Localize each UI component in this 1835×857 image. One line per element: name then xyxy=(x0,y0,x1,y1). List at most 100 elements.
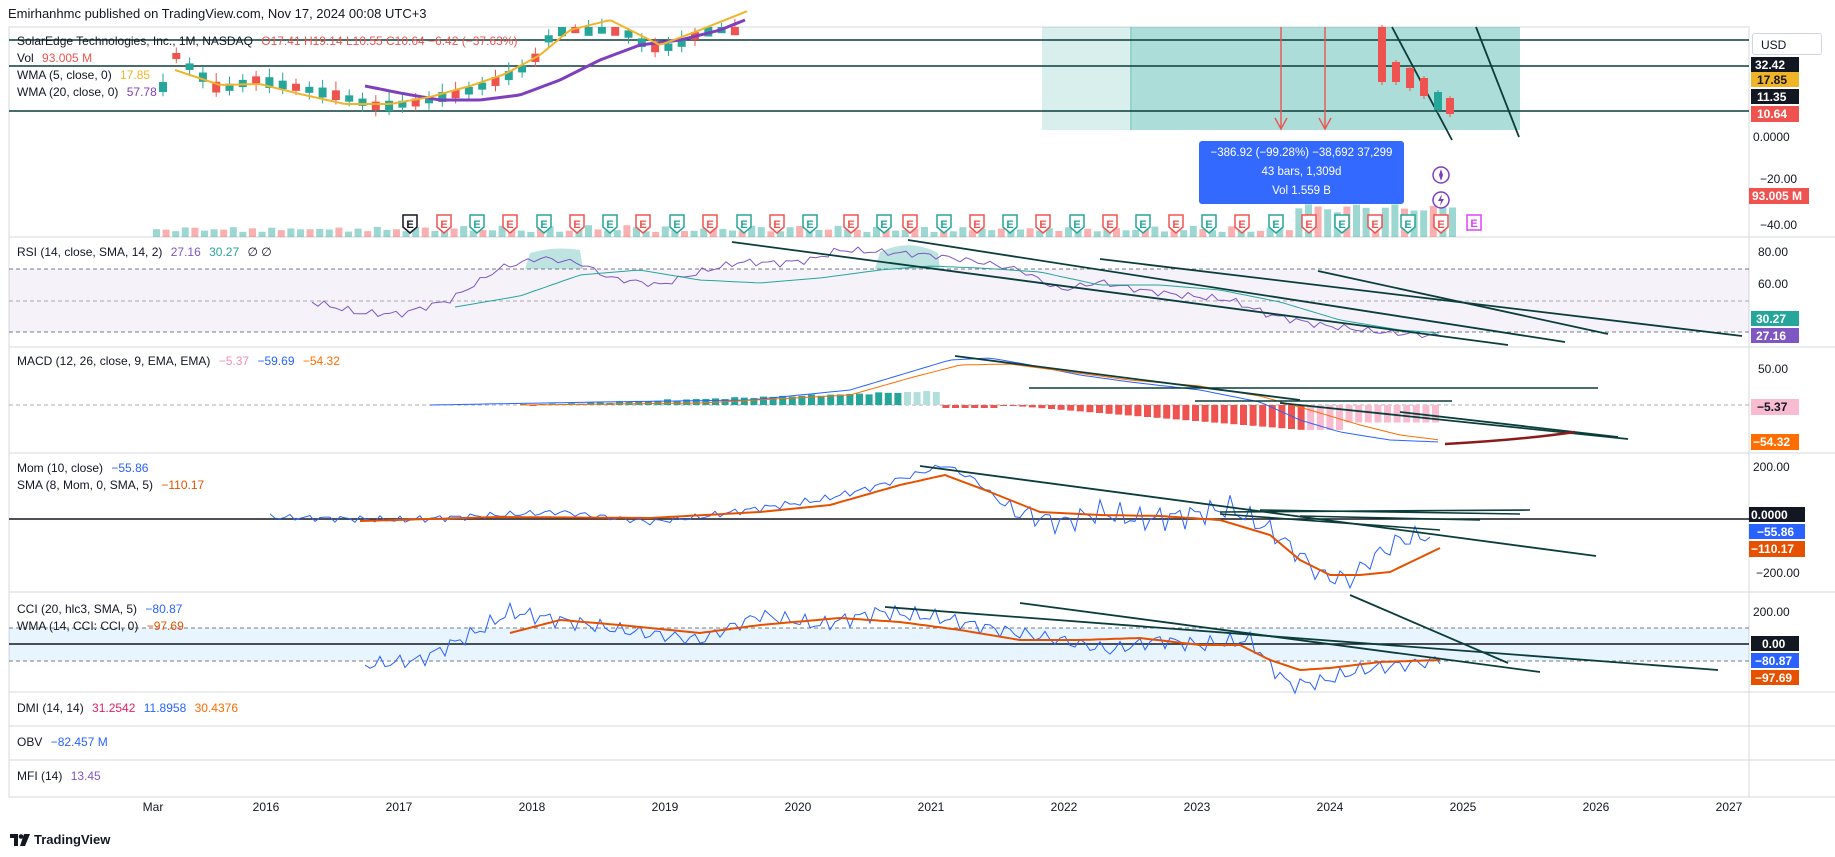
rsi-overbought-fill-1 xyxy=(525,248,583,269)
volume-bar xyxy=(767,231,775,237)
macd-hist-bar xyxy=(1259,405,1267,427)
svg-text:E: E xyxy=(1404,219,1411,231)
svg-text:E: E xyxy=(1371,219,1378,231)
time-axis[interactable]: Mar 2016 2017 2018 2019 2020 2021 2022 2023 2024 2… xyxy=(143,800,1743,814)
dmi-adx-value: 30.4376 xyxy=(194,701,238,715)
macd-legend[interactable]: MACD (12, 26, close, 9, EMA, EMA) −5.37 … xyxy=(17,354,345,368)
price-axis[interactable]: 0.0000 −20.00 −40.00 80.00 60.00 50.00 2… xyxy=(1753,130,1800,619)
label-rsima: 30.27 xyxy=(1756,312,1786,326)
label-bg-close xyxy=(1751,106,1799,122)
macd-hist-bar xyxy=(1086,405,1094,413)
axis-tick-rsi-0: 80.00 xyxy=(1758,245,1788,259)
volume-bar xyxy=(546,226,554,237)
candle-body xyxy=(584,27,593,36)
label-bg-32 xyxy=(1751,57,1799,72)
ohlc-values: O17.41 H19.14 L10.55 C10.64 −6.42 (−37.6… xyxy=(261,34,518,48)
earnings-marker: E xyxy=(702,214,718,234)
dmi-legend[interactable]: DMI (14, 14) 31.2542 11.8958 30.4376 xyxy=(17,701,243,715)
volume-bar xyxy=(1449,207,1456,237)
x-tick-label: 2021 xyxy=(918,800,945,814)
earnings-marker: E xyxy=(502,214,518,234)
volume-bar xyxy=(354,228,362,237)
macd-hist-bar xyxy=(1057,405,1065,410)
volume-bar xyxy=(863,231,871,237)
volume-bar xyxy=(652,231,660,237)
volume-bar xyxy=(393,229,400,237)
volume-bar xyxy=(1132,230,1140,237)
macd-hist-bar xyxy=(1019,405,1027,407)
label-hist: −5.37 xyxy=(1757,400,1788,414)
symbol-title[interactable]: SolarEdge Technologies, Inc., 1M, NASDAQ xyxy=(17,34,253,48)
earnings-marker: E xyxy=(1301,214,1317,234)
wma5-legend[interactable]: WMA (5, close, 0) 17.85 xyxy=(17,68,155,82)
volume-bar xyxy=(1170,229,1178,237)
earnings-marker: E xyxy=(602,214,618,234)
cci-value: −80.87 xyxy=(145,602,183,616)
macd-label: MACD (12, 26, close, 9, EMA, EMA) xyxy=(17,354,211,368)
obv-legend[interactable]: OBV −82.457 M xyxy=(17,735,113,749)
mfi-legend[interactable]: MFI (14) 13.45 xyxy=(17,769,106,783)
volume-bar xyxy=(949,231,957,237)
macd-line xyxy=(429,357,1439,443)
macd-hist-bar xyxy=(817,395,825,405)
volume-bar xyxy=(565,230,573,237)
label-bg-hist xyxy=(1751,399,1799,415)
vol-legend[interactable]: Vol 93.005 M xyxy=(17,51,97,65)
rsi-legend[interactable]: RSI (14, close, SMA, 14, 2) 27.16 30.27 … xyxy=(17,245,277,259)
mom-sma-legend[interactable]: SMA (8, Mom, 0, SMA, 5) −110.17 xyxy=(17,478,209,492)
volume-bar xyxy=(508,228,516,237)
macd-hist-bar xyxy=(971,405,979,408)
macd-hist-bar xyxy=(836,394,844,405)
x-tick-label: 2027 xyxy=(1716,800,1743,814)
label-bg-mom xyxy=(1749,524,1805,539)
macd-hist-bar xyxy=(798,395,806,405)
volume-bar xyxy=(777,231,784,237)
cci-wma-legend[interactable]: WMA (14, CCI: CCI, 0) −97.69 xyxy=(17,619,189,633)
candle-body xyxy=(664,43,673,51)
compass-icon xyxy=(1432,166,1450,184)
volume-bar xyxy=(556,231,564,237)
macd-hist-bar xyxy=(760,396,767,405)
volume-bar xyxy=(1093,231,1101,237)
wma20-legend[interactable]: WMA (20, close, 0) 57.78 xyxy=(17,85,162,99)
macd-hist-bar xyxy=(1038,405,1046,409)
measure-line-1: −386.92 (−99.28%) −38,692 37,299 xyxy=(1210,147,1393,159)
candle-body xyxy=(385,100,394,111)
svg-text:E: E xyxy=(1006,219,1013,231)
volume-bar xyxy=(1074,230,1082,237)
axis-tick-rsi-1: 60.00 xyxy=(1758,277,1788,291)
macd-hist-bar xyxy=(1336,405,1343,430)
candle-body xyxy=(411,98,420,107)
measure-tool-icons[interactable] xyxy=(1432,166,1450,209)
earnings-marker: E xyxy=(876,214,892,234)
macd-hist-bar xyxy=(1134,405,1142,417)
obv-label: OBV xyxy=(17,735,43,749)
macd-hist-bar xyxy=(1364,405,1372,423)
mom-legend[interactable]: Mom (10, close) −55.86 xyxy=(17,461,153,475)
volume-bar xyxy=(1228,226,1236,237)
candle-body xyxy=(398,100,407,108)
macd-hist-bar xyxy=(952,405,959,408)
volume-bar xyxy=(1189,225,1197,237)
x-tick-label: Mar xyxy=(143,800,164,814)
svg-text:E: E xyxy=(540,219,547,231)
tradingview-logo[interactable]: TradingView xyxy=(10,832,110,847)
svg-text:E: E xyxy=(1470,218,1477,230)
cci-line xyxy=(364,601,1441,695)
volume-bar xyxy=(1036,230,1044,237)
svg-text:E: E xyxy=(1205,219,1212,231)
macd-trend-3 xyxy=(1399,411,1619,438)
earnings-marker: E xyxy=(1400,214,1416,234)
macd-hist-bar xyxy=(1297,405,1305,430)
macd-hist-bar xyxy=(1096,405,1103,413)
candle-body xyxy=(305,86,314,93)
volume-bar xyxy=(191,227,199,237)
earnings-marker: E xyxy=(1234,214,1250,234)
currency-button[interactable]: USD xyxy=(1752,33,1822,55)
rsi-bands-value: ∅ ∅ xyxy=(247,245,272,259)
mom-sma-value: −110.17 xyxy=(161,478,205,492)
volume-bar xyxy=(1161,231,1168,237)
cci-legend[interactable]: CCI (20, hlc3, SMA, 5) −80.87 xyxy=(17,602,187,616)
